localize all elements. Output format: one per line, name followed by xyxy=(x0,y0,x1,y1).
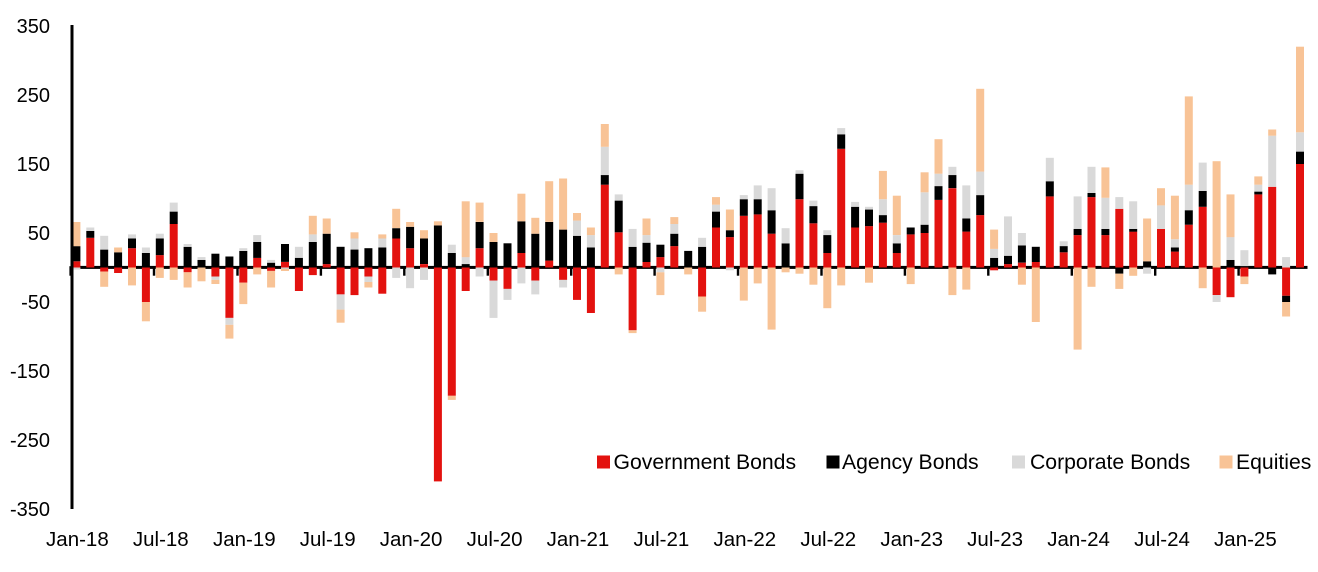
svg-text:Jan-25: Jan-25 xyxy=(1214,528,1277,551)
svg-text:Jan-22: Jan-22 xyxy=(713,528,776,551)
svg-text:Jan-21: Jan-21 xyxy=(547,528,610,551)
svg-text:Jul-22: Jul-22 xyxy=(800,528,856,551)
svg-text:250: 250 xyxy=(17,85,50,107)
svg-text:Jul-20: Jul-20 xyxy=(467,528,523,551)
svg-text:Jul-19: Jul-19 xyxy=(300,528,356,551)
svg-text:-350: -350 xyxy=(10,499,50,521)
svg-text:Jul-23: Jul-23 xyxy=(967,528,1023,551)
svg-text:350: 350 xyxy=(17,16,50,38)
svg-text:Jan-23: Jan-23 xyxy=(880,528,943,551)
svg-text:Corporate Bonds: Corporate Bonds xyxy=(1030,451,1190,474)
svg-text:Jan-19: Jan-19 xyxy=(213,528,276,551)
svg-text:Jan-18: Jan-18 xyxy=(46,528,109,551)
svg-text:Jan-20: Jan-20 xyxy=(380,528,443,551)
svg-text:50: 50 xyxy=(28,223,50,245)
svg-text:150: 150 xyxy=(17,154,50,176)
svg-text:Government Bonds: Government Bonds xyxy=(614,451,797,474)
svg-text:-250: -250 xyxy=(10,430,50,452)
svg-text:Equities: Equities xyxy=(1236,451,1311,474)
svg-text:-150: -150 xyxy=(10,361,50,383)
svg-text:Agency Bonds: Agency Bonds xyxy=(842,451,979,474)
svg-text:Jul-21: Jul-21 xyxy=(633,528,689,551)
svg-text:Jan-24: Jan-24 xyxy=(1047,528,1110,551)
svg-text:-50: -50 xyxy=(21,292,50,314)
svg-text:Jul-24: Jul-24 xyxy=(1134,528,1190,551)
svg-text:Jul-18: Jul-18 xyxy=(133,528,189,551)
